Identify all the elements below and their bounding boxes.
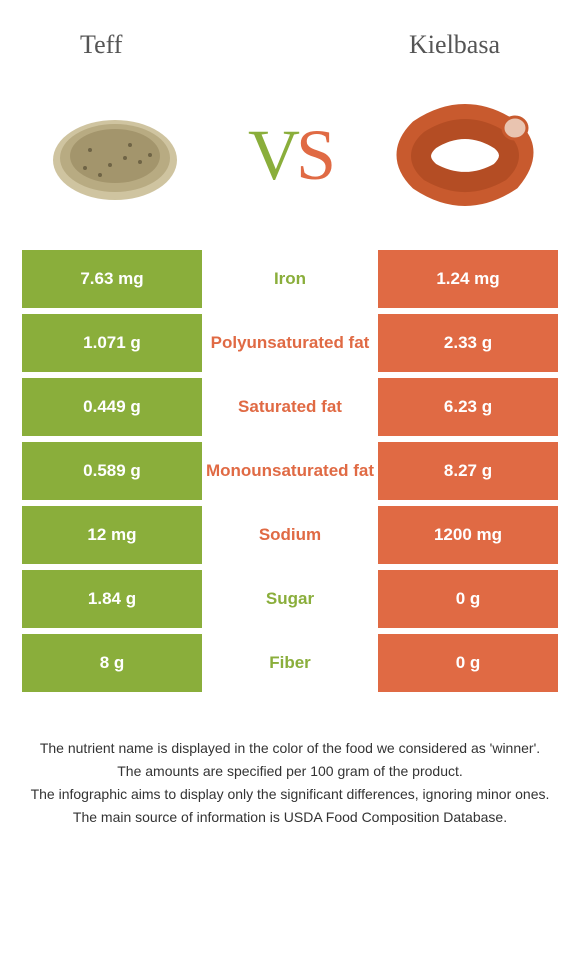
right-food-title: Kielbasa — [409, 30, 500, 60]
right-value: 8.27 g — [378, 442, 558, 500]
right-value: 2.33 g — [378, 314, 558, 372]
nutrient-row: 1.84 gSugar0 g — [22, 570, 558, 628]
hero-row: VS — [0, 70, 580, 250]
nutrient-label: Fiber — [202, 634, 378, 692]
infographic-container: Teff Kielbasa VS 7.6 — [0, 0, 580, 828]
right-value: 0 g — [378, 634, 558, 692]
nutrient-label: Monounsaturated fat — [202, 442, 378, 500]
footer-line-3: The infographic aims to display only the… — [30, 784, 550, 805]
nutrient-row: 12 mgSodium1200 mg — [22, 506, 558, 564]
right-value: 1200 mg — [378, 506, 558, 564]
nutrient-row: 7.63 mgIron1.24 mg — [22, 250, 558, 308]
left-value: 8 g — [22, 634, 202, 692]
footer-line-1: The nutrient name is displayed in the co… — [30, 738, 550, 759]
vs-label: VS — [248, 114, 332, 197]
nutrient-row: 1.071 gPolyunsaturated fat2.33 g — [22, 314, 558, 372]
left-value: 0.449 g — [22, 378, 202, 436]
nutrient-row: 0.589 gMonounsaturated fat8.27 g — [22, 442, 558, 500]
left-value: 7.63 mg — [22, 250, 202, 308]
left-food-image — [30, 90, 200, 220]
left-value: 0.589 g — [22, 442, 202, 500]
nutrient-label: Sodium — [202, 506, 378, 564]
nutrient-table: 7.63 mgIron1.24 mg 1.071 gPolyunsaturated… — [0, 250, 580, 692]
vs-s: S — [296, 115, 332, 195]
right-value: 0 g — [378, 570, 558, 628]
nutrient-label: Saturated fat — [202, 378, 378, 436]
titles-row: Teff Kielbasa — [0, 0, 580, 70]
vs-v: V — [248, 115, 296, 195]
left-value: 12 mg — [22, 506, 202, 564]
left-value: 1.84 g — [22, 570, 202, 628]
right-food-image — [380, 90, 550, 220]
left-food-title: Teff — [80, 30, 122, 60]
right-value: 1.24 mg — [378, 250, 558, 308]
nutrient-row: 0.449 gSaturated fat6.23 g — [22, 378, 558, 436]
footer-notes: The nutrient name is displayed in the co… — [0, 698, 580, 828]
nutrient-label: Sugar — [202, 570, 378, 628]
footer-line-4: The main source of information is USDA F… — [30, 807, 550, 828]
nutrient-label: Polyunsaturated fat — [202, 314, 378, 372]
nutrient-row: 8 gFiber0 g — [22, 634, 558, 692]
left-value: 1.071 g — [22, 314, 202, 372]
right-value: 6.23 g — [378, 378, 558, 436]
footer-line-2: The amounts are specified per 100 gram o… — [30, 761, 550, 782]
nutrient-label: Iron — [202, 250, 378, 308]
